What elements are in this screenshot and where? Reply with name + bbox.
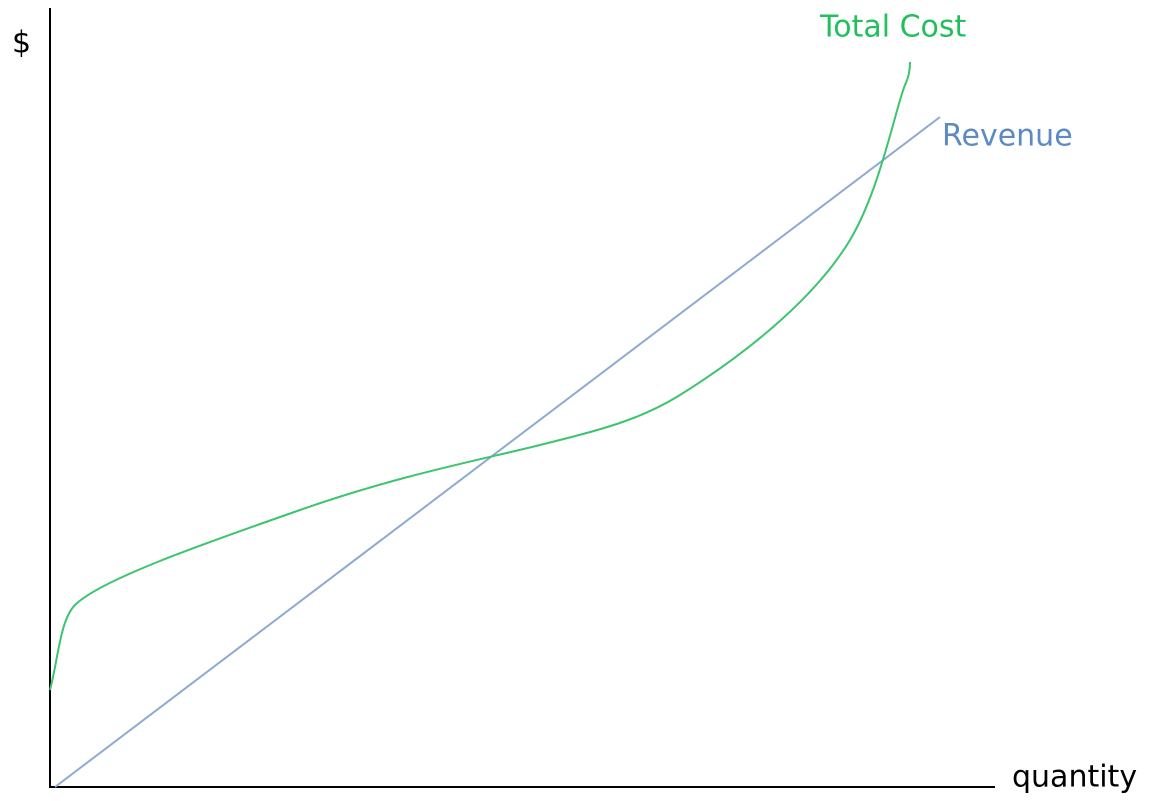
revenue-line (54, 116, 941, 788)
total-cost-label: Total Cost (819, 10, 967, 45)
revenue-label: Revenue (942, 119, 1073, 154)
y-axis-label: $ (12, 26, 31, 61)
total-cost-curve (49, 61, 911, 691)
x-axis-label: quantity (1012, 760, 1137, 795)
